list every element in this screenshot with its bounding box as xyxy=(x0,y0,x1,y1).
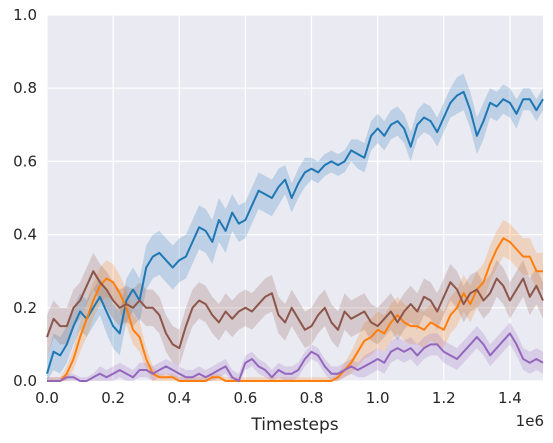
x-tick-label: 0.8 xyxy=(300,389,324,407)
series-4-line xyxy=(47,332,544,382)
y-tick-label: 0.2 xyxy=(13,299,37,317)
x-tick-label: 0.4 xyxy=(167,389,191,407)
series-1-line xyxy=(46,90,544,374)
y-tick-label: 0.4 xyxy=(13,226,37,244)
x-tick-label: 1.2 xyxy=(432,389,456,407)
series-4-band xyxy=(47,322,543,381)
x-tick-label: 0.6 xyxy=(233,389,257,407)
series-lines xyxy=(46,90,544,382)
y-tick-label: 0.8 xyxy=(13,79,37,97)
grid-lines xyxy=(46,14,543,382)
x-axis-ticks: 0.0 0.2 0.4 0.6 0.8 1.0 1.2 1.4 xyxy=(35,389,522,407)
y-tick-label: 0.0 xyxy=(13,372,37,390)
x-axis-offset-label: 1e6 xyxy=(516,412,544,430)
series-2-band xyxy=(47,220,543,381)
x-axis-title: Timesteps xyxy=(250,415,338,435)
y-tick-label: 1.0 xyxy=(13,6,37,24)
y-axis-ticks: 0.0 0.2 0.4 0.6 0.8 1.0 xyxy=(13,6,37,390)
x-tick-label: 1.0 xyxy=(366,389,390,407)
x-tick-label: 1.4 xyxy=(498,389,522,407)
x-tick-label: 0.2 xyxy=(101,389,125,407)
series-3-line xyxy=(46,270,544,350)
series-3-band xyxy=(47,252,543,367)
x-tick-label: 0.0 xyxy=(35,389,59,407)
series-2-line xyxy=(47,237,543,382)
y-tick-label: 0.6 xyxy=(13,152,37,170)
